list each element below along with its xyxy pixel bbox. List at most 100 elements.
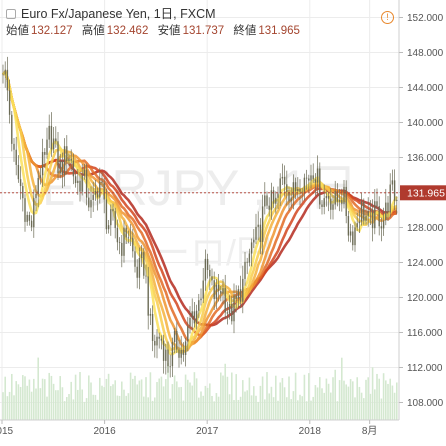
low-label: 安値 xyxy=(157,25,181,37)
price-tick-label: 116.000 xyxy=(407,328,443,339)
candle-body xyxy=(382,220,385,229)
last-price-label: 131.965 xyxy=(407,188,445,200)
candle-body xyxy=(226,312,229,314)
candle-body xyxy=(288,192,290,202)
price-axis-bg[interactable] xyxy=(399,0,446,441)
volume-bar xyxy=(11,373,13,420)
candle-body xyxy=(363,201,365,221)
candle-body xyxy=(275,197,277,204)
volume-bar xyxy=(33,378,35,420)
price-tick-label: 140.000 xyxy=(407,118,444,129)
volume-bar xyxy=(387,383,389,420)
open-value: 132.127 xyxy=(31,25,73,37)
candle-body xyxy=(257,224,259,227)
volume-bar xyxy=(279,382,281,420)
volume-bar xyxy=(162,386,165,420)
candle-body xyxy=(134,251,136,267)
candle-body xyxy=(180,349,182,358)
candle-body xyxy=(90,199,92,208)
volume-bar xyxy=(270,386,273,420)
candle-body xyxy=(270,190,273,210)
candle-body xyxy=(343,186,345,204)
candle-body xyxy=(59,160,61,174)
candle-body xyxy=(154,340,156,346)
candle-body xyxy=(264,195,266,207)
volume-bar xyxy=(123,389,125,420)
time-axis-bg[interactable] xyxy=(0,420,399,441)
candle-body xyxy=(283,176,286,185)
volume-bar xyxy=(101,385,103,420)
candle-body xyxy=(279,178,281,194)
candle-body xyxy=(79,180,81,192)
volume-bar xyxy=(332,377,334,420)
volume-bar xyxy=(30,391,33,420)
candle-body xyxy=(129,237,132,239)
candle-body xyxy=(228,303,231,314)
volume-bar xyxy=(48,372,50,420)
candle-body xyxy=(52,138,55,150)
volume-bar xyxy=(226,376,229,420)
volume-bar xyxy=(228,394,231,420)
candle-body xyxy=(22,186,24,199)
volume-bar xyxy=(327,383,330,420)
volume-bar xyxy=(35,388,37,420)
collapse-legend-icon[interactable] xyxy=(6,9,16,19)
candle-body xyxy=(140,252,143,259)
candles[interactable] xyxy=(2,56,398,378)
volume-bar xyxy=(156,382,158,420)
info-icon[interactable]: ! xyxy=(381,11,394,24)
candle-body xyxy=(63,146,66,175)
candle-body xyxy=(6,69,9,91)
volume-bar xyxy=(187,379,189,420)
candle-body xyxy=(314,179,317,183)
candle-body xyxy=(303,177,306,192)
candle-body xyxy=(215,284,218,300)
candle-body xyxy=(165,349,167,361)
volume-bar xyxy=(330,392,332,420)
candle-body xyxy=(391,180,394,185)
candle-body xyxy=(250,242,253,254)
candle-body xyxy=(48,125,50,140)
volume-bar xyxy=(4,376,6,420)
candle-body xyxy=(4,69,6,75)
ribbon-line xyxy=(2,69,398,354)
volume-bar xyxy=(396,382,398,420)
volume-bar xyxy=(191,385,193,420)
volume-bar xyxy=(118,395,121,420)
volume-bar xyxy=(301,396,303,420)
candle-body xyxy=(173,330,176,343)
volume-bar xyxy=(321,388,323,420)
candle-body xyxy=(167,349,169,367)
candle-body xyxy=(145,275,147,277)
candle-body xyxy=(171,342,174,367)
volume-bar xyxy=(255,395,257,420)
volume-bar xyxy=(22,375,24,420)
low-value: 131.737 xyxy=(182,25,225,37)
candle-body xyxy=(213,280,215,300)
volume-bar xyxy=(134,375,136,420)
candle-body xyxy=(209,269,211,277)
volume-bar xyxy=(305,401,308,420)
volume-bar xyxy=(167,363,169,420)
volume-bar xyxy=(319,377,321,420)
volume-bar xyxy=(184,374,187,420)
ribbon-line xyxy=(2,69,398,353)
candle-body xyxy=(374,201,376,229)
candle-body xyxy=(13,143,15,150)
volume-bar xyxy=(94,394,97,420)
candle-body xyxy=(334,191,336,205)
candle-body xyxy=(330,198,332,210)
volume-bar xyxy=(125,395,127,420)
volume-bar xyxy=(360,392,363,420)
volume-bar xyxy=(382,373,385,420)
candle-body xyxy=(204,258,207,281)
symbol-title[interactable]: Euro Fx/Japanese Yen, 1日, FXCM xyxy=(21,7,216,21)
volume-bar xyxy=(356,377,358,420)
candle-body xyxy=(92,194,94,200)
volume-bar xyxy=(374,389,376,420)
volume-bar xyxy=(138,380,141,420)
volume-bar xyxy=(261,376,264,420)
volume-bar xyxy=(2,392,4,420)
